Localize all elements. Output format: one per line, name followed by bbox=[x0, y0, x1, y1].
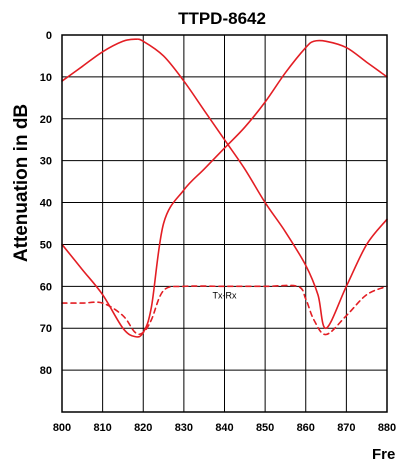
chart-title: TTPD-8642 bbox=[178, 9, 266, 28]
series-lines bbox=[61, 38, 388, 338]
y-tick-label: 40 bbox=[40, 198, 52, 210]
x-tick-label: 870 bbox=[337, 422, 355, 434]
annotation-tx-rx: Tx-Rx bbox=[213, 291, 237, 301]
y-tick-label: 20 bbox=[40, 114, 52, 126]
y-tick-label: 80 bbox=[40, 365, 52, 377]
x-tick-label: 800 bbox=[53, 422, 71, 434]
y-tick-label: 10 bbox=[40, 72, 52, 84]
y-axis-label: Attenuation in dB bbox=[11, 104, 32, 262]
plot-frame bbox=[61, 34, 388, 413]
y-tick-label: 60 bbox=[40, 281, 52, 293]
x-axis-label: Fre bbox=[372, 446, 395, 463]
x-tick-label: 840 bbox=[215, 422, 233, 434]
x-tick-label: 880 bbox=[378, 422, 396, 434]
grid bbox=[61, 34, 388, 412]
series-line-3-dashed bbox=[61, 284, 388, 336]
x-tick-label: 830 bbox=[175, 422, 193, 434]
x-tick-label: 820 bbox=[134, 422, 152, 434]
tick-labels: 800 810 820 830 840 850 860 870 880 0 10 20 30 40 50 60… bbox=[40, 30, 396, 434]
annotations: Tx-Rx bbox=[213, 291, 237, 301]
series-line-1 bbox=[61, 38, 388, 330]
y-tick-label: 30 bbox=[40, 156, 52, 168]
y-tick-label: 50 bbox=[40, 239, 52, 251]
x-tick-label: 850 bbox=[256, 422, 274, 434]
series-line-2 bbox=[61, 39, 388, 338]
x-tick-label: 810 bbox=[93, 422, 111, 434]
y-tick-label: 0 bbox=[46, 30, 52, 42]
y-tick-label: 70 bbox=[40, 323, 52, 335]
x-tick-label: 860 bbox=[297, 422, 315, 434]
